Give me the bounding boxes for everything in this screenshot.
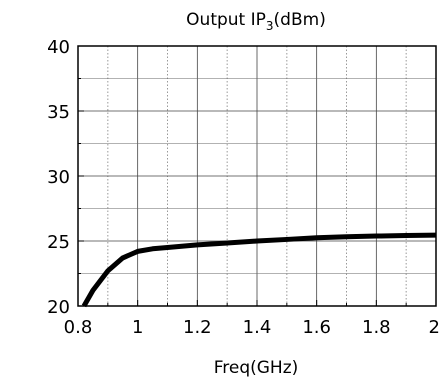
series-line-0: [81, 232, 437, 308]
chart-title-subscript: 3: [266, 19, 274, 33]
tick-layer: 0.8 1 1.2 1.4 1.6 1.8 2 20 25 30 35 40: [47, 37, 440, 338]
grid-layer: [78, 46, 436, 306]
y-tick-label-3: 35: [47, 102, 70, 123]
x-tick-label-3: 1.4: [243, 317, 272, 338]
series-layer: [81, 232, 437, 308]
x-tick-label-1: 1: [132, 317, 143, 338]
chart-title: Output IP3(dBm): [186, 10, 326, 33]
x-tick-label-5: 1.8: [362, 317, 391, 338]
y-tick-label-2: 30: [47, 167, 70, 188]
y-tick-label-4: 40: [47, 37, 70, 58]
x-tick-label-0: 0.8: [64, 317, 93, 338]
x-tick-label-6: 2: [429, 317, 440, 338]
x-tick-label-2: 1.2: [183, 317, 212, 338]
chart-title-main: Output IP: [186, 10, 266, 30]
y-tick-label-0: 20: [47, 297, 70, 318]
y-tick-label-1: 25: [47, 232, 70, 253]
chart-title-unit: (dBm): [274, 10, 326, 30]
x-axis-label: Freq(GHz): [214, 358, 299, 378]
x-tick-label-4: 1.6: [302, 317, 331, 338]
